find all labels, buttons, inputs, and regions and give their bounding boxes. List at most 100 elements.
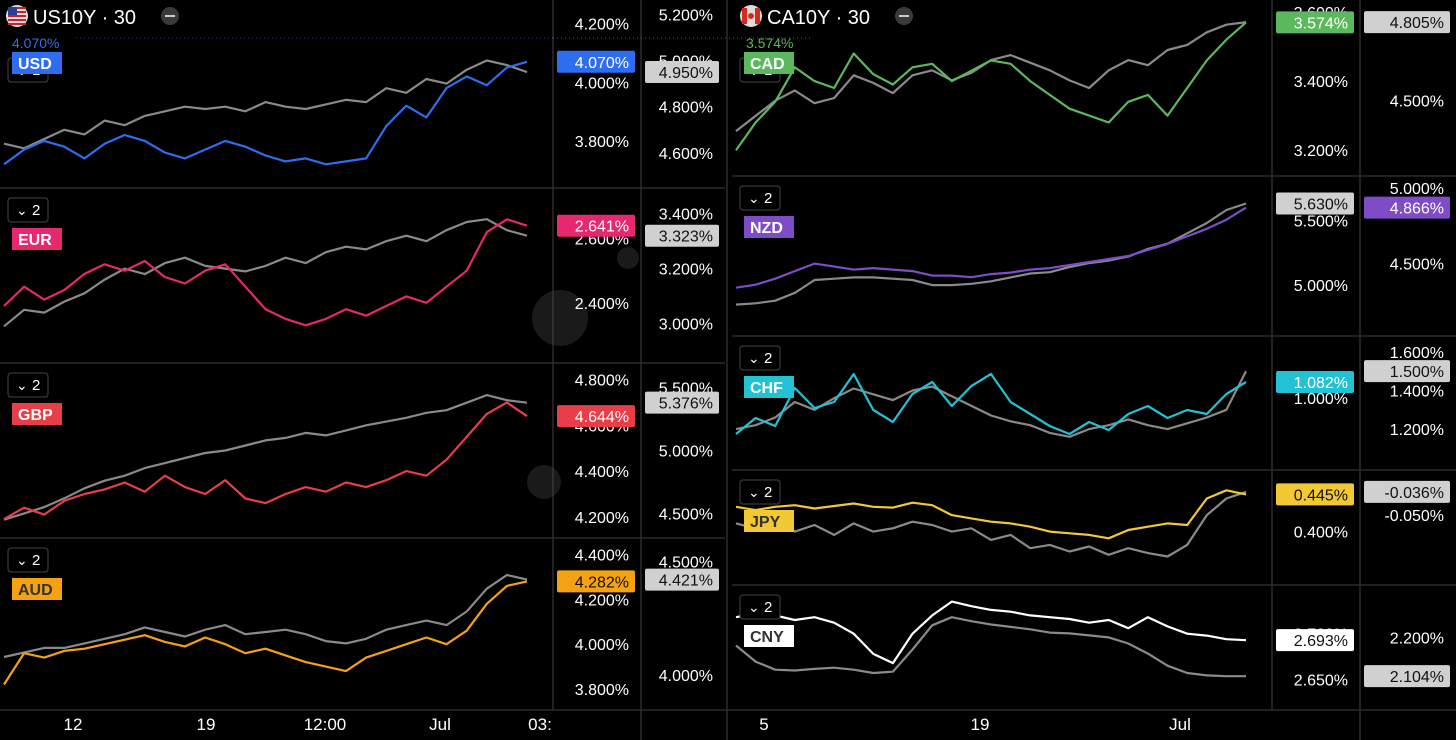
symbol-title: CA10Y · 30	[767, 7, 870, 29]
badge-frame[interactable]	[739, 185, 781, 211]
currency-tag: CAD	[744, 52, 794, 74]
pane-aud: 4.400% 4.200% 4.000% 3.800% 4.500% 4.000% 4.28…	[3, 547, 719, 699]
currency-tag-bg	[744, 216, 794, 238]
left-axis-tick: 4.000%	[575, 75, 629, 92]
pane-collapse-badge[interactable]: ⌄ 2	[7, 197, 49, 223]
value-label-bg	[1364, 665, 1450, 688]
pane-count: 2	[32, 552, 40, 569]
left-axis-tick: 4.200%	[575, 592, 629, 609]
badge-frame[interactable]	[739, 479, 781, 505]
series-line-cny	[735, 600, 1247, 665]
left-axis-tick: 4.000%	[575, 637, 629, 654]
value-label-bg	[1276, 629, 1354, 652]
last-value-label: -0.036%	[1364, 480, 1450, 503]
minus-icon	[899, 15, 909, 17]
last-value-label: 4.805%	[1364, 11, 1450, 34]
value-label-bg	[1364, 360, 1450, 383]
left-axis-tick: 4.400%	[575, 464, 629, 481]
last-value-label: 2.641%	[557, 214, 635, 237]
value-label-text: 3.574%	[1294, 15, 1348, 32]
right-axis-tick: 3.000%	[659, 317, 713, 334]
currency-tag-text: GBP	[18, 407, 53, 424]
badge-frame[interactable]	[739, 345, 781, 371]
value-label-bg	[645, 61, 719, 84]
value-label-text: 4.644%	[575, 409, 629, 426]
value-label-text: 2.693%	[1294, 633, 1348, 650]
pane-collapse-badge[interactable]: ⌄ 2	[739, 479, 781, 505]
pane-count: 2	[764, 484, 772, 501]
flag-band	[755, 8, 760, 24]
flag-stripe	[8, 23, 26, 25]
series-line-grey	[3, 573, 528, 659]
value-label-bg	[645, 568, 719, 591]
symbol-header[interactable]: US10Y · 30 4.070%	[6, 5, 553, 51]
value-label-bg	[557, 405, 635, 428]
series-line-gbp	[3, 401, 528, 521]
time-axis-tick: 5	[759, 715, 768, 734]
badge-frame[interactable]	[7, 197, 49, 223]
right-axis-tick: 3.200%	[659, 262, 713, 279]
symbol-header[interactable]: CA10Y · 30 3.574%	[553, 5, 913, 51]
pane-usd: 4.200%4.000%3.800%5.200%5.000%4.800%4.60…	[3, 7, 719, 166]
chevron-down-icon: ⌄	[748, 599, 760, 615]
value-label-bg	[1276, 371, 1354, 393]
pane-collapse-badge[interactable]: ⌄ 2	[7, 547, 49, 573]
badge-frame[interactable]	[739, 594, 781, 620]
last-value-label: 5.630%	[1276, 192, 1354, 215]
right-axis-tick: 4.800%	[659, 100, 713, 117]
currency-tag-bg	[12, 52, 62, 74]
currency-tag-text: CNY	[750, 629, 784, 646]
hide-indicator-button[interactable]	[161, 7, 179, 25]
flag-stripe	[8, 19, 26, 21]
value-label-text: 4.282%	[575, 574, 629, 591]
maple-leaf	[748, 13, 754, 19]
left-axis-tick: 3.400%	[1294, 74, 1348, 91]
last-value-label: 4.644%	[557, 405, 635, 428]
currency-tag-text: EUR	[18, 232, 52, 249]
chevron-down-icon: ⌄	[748, 484, 760, 500]
left-axis-tick: 3.800%	[575, 682, 629, 699]
right-axis-tick: 2.200%	[1390, 630, 1444, 647]
pane-collapse-badge[interactable]: ⌄ 2	[7, 372, 49, 398]
currency-tag-bg	[744, 510, 794, 532]
last-value-label: 4.282%	[557, 570, 635, 593]
time-axis-tick: Jul	[429, 715, 451, 734]
value-label-bg	[1364, 480, 1450, 503]
series-line-cad	[735, 21, 1247, 151]
pane-chf: 1.000% 1.600% 1.400% 1.200% 1.082% 1.500% ⌄ 2 CH…	[735, 345, 1450, 439]
right-axis-tick: 4.500%	[1390, 257, 1444, 274]
pane-collapse-badge[interactable]: ⌄ 2	[739, 594, 781, 620]
badge-frame[interactable]	[7, 372, 49, 398]
value-label-bg	[645, 224, 719, 247]
badge-frame[interactable]	[7, 547, 49, 573]
value-label-bg	[645, 391, 719, 414]
series-line-jpy	[735, 489, 1247, 540]
chevron-down-icon: ⌄	[16, 202, 28, 218]
series-line-grey	[3, 59, 528, 150]
value-label-text: 4.070%	[575, 55, 629, 72]
currency-tag-text: CAD	[750, 56, 785, 73]
pane-collapse-badge[interactable]: ⌄ 2	[739, 185, 781, 211]
value-label-text: 1.500%	[1390, 364, 1444, 381]
flag-canton	[8, 7, 17, 15]
currency-tag-bg	[744, 376, 794, 398]
value-label-bg	[1364, 11, 1450, 34]
last-value-label: 4.070%	[557, 50, 635, 73]
left-axis-tick: 3.200%	[1294, 143, 1348, 160]
left-axis-tick: 3.800%	[575, 134, 629, 151]
pane-collapse-badge[interactable]: ⌄ 2	[739, 345, 781, 371]
left-axis-tick: 2.650%	[1294, 673, 1348, 690]
left-axis-tick: 4.200%	[575, 510, 629, 527]
pane-count: 2	[764, 190, 772, 207]
value-label-text: 0.445%	[1294, 487, 1348, 504]
right-axis-tick: 4.000%	[659, 668, 713, 685]
value-label-text: 1.082%	[1294, 375, 1348, 392]
currency-tag-text: CHF	[750, 380, 783, 397]
series-line-grey	[735, 616, 1246, 678]
value-label-bg	[557, 214, 635, 237]
hide-indicator-button[interactable]	[895, 7, 913, 25]
currency-tag: EUR	[12, 228, 62, 250]
us-flag-icon	[6, 5, 28, 27]
